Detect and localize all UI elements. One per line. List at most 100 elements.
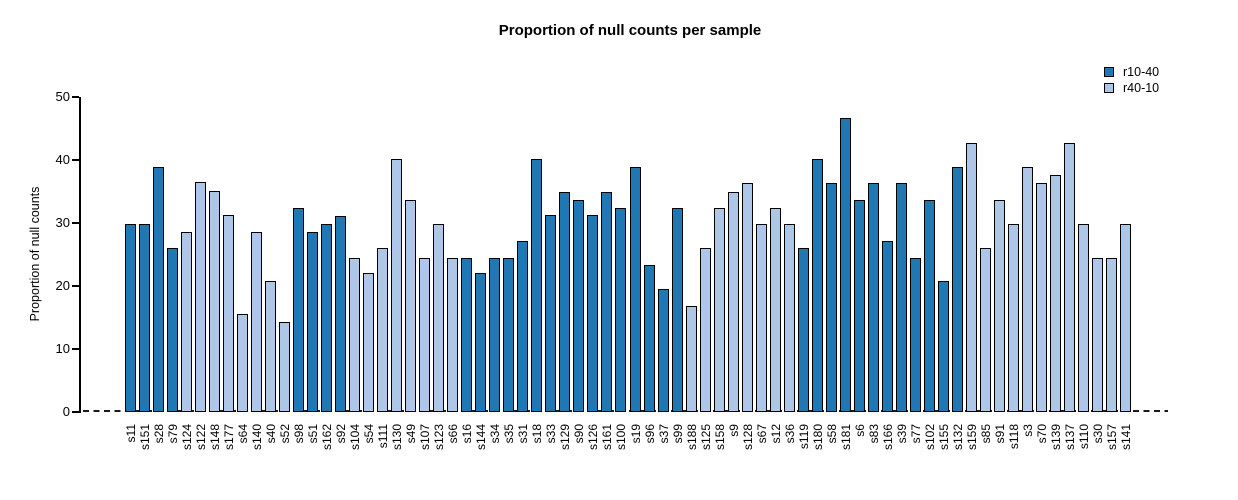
bar-s125 <box>700 248 711 412</box>
x-axis-label-s139: s139 <box>1048 424 1063 451</box>
x-axis-label-s129: s129 <box>557 424 572 451</box>
x-axis-label-s9: s9 <box>726 424 741 437</box>
x-axis-label-s37: s37 <box>656 424 671 444</box>
bar-s122 <box>195 182 206 412</box>
y-tick <box>72 348 79 350</box>
y-tick <box>72 96 79 98</box>
bar-s158 <box>714 208 725 412</box>
x-axis-label-s52: s52 <box>277 424 292 444</box>
y-tick-label: 30 <box>55 215 70 230</box>
x-axis-label-s51: s51 <box>305 424 320 444</box>
bar-s129 <box>559 192 570 412</box>
x-axis-label-s70: s70 <box>1034 424 1049 444</box>
y-tick <box>72 411 79 413</box>
y-tick-label: 20 <box>55 278 70 293</box>
x-axis-label-s66: s66 <box>445 424 460 444</box>
legend-swatch-r10-40 <box>1104 67 1114 77</box>
bar-s18 <box>531 159 542 412</box>
x-axis-label-s102: s102 <box>922 424 937 451</box>
x-axis-label-s6: s6 <box>852 424 867 437</box>
bar-s161 <box>601 192 612 412</box>
y-tick-label: 40 <box>55 152 70 167</box>
x-axis-label-s155: s155 <box>936 424 951 451</box>
bar-s166 <box>882 241 893 412</box>
x-axis-label-s49: s49 <box>403 424 418 444</box>
x-axis-label-s110: s110 <box>1076 424 1091 450</box>
bar-s110 <box>1078 224 1089 412</box>
bar-s64 <box>237 314 248 412</box>
x-axis-label-s79: s79 <box>165 424 180 444</box>
x-axis-label-s104: s104 <box>347 424 362 451</box>
legend-label-r10-40: r10-40 <box>1123 65 1160 79</box>
bar-s40 <box>265 281 276 412</box>
x-axis-label-s123: s123 <box>431 424 446 451</box>
bar-s77 <box>910 258 921 412</box>
x-axis-label-s31: s31 <box>515 424 530 444</box>
bar-s3 <box>1022 167 1033 412</box>
bar-s90 <box>573 200 584 412</box>
x-axis-label-s11: s11 <box>123 424 138 443</box>
bar-s139 <box>1050 175 1061 412</box>
x-axis-label-s122: s122 <box>193 424 208 451</box>
bar-s70 <box>1036 183 1047 412</box>
x-axis-label-s18: s18 <box>529 424 544 444</box>
bar-s52 <box>279 322 290 412</box>
bar-s126 <box>587 215 598 412</box>
x-axis-label-s36: s36 <box>782 424 797 444</box>
bar-s159 <box>966 143 977 412</box>
y-axis-line <box>79 97 81 413</box>
bar-s118 <box>1008 224 1019 412</box>
bar-s36 <box>784 224 795 412</box>
bar-s34 <box>489 258 500 412</box>
x-axis-label-s124: s124 <box>179 424 194 451</box>
x-axis-label-s125: s125 <box>698 424 713 451</box>
x-axis-label-s99: s99 <box>670 424 685 444</box>
bar-s6 <box>854 200 865 412</box>
bar-s39 <box>896 183 907 412</box>
x-axis-label-s140: s140 <box>249 424 264 451</box>
bar-s79 <box>167 248 178 412</box>
x-axis-label-s148: s148 <box>207 424 222 451</box>
bar-s102 <box>924 200 935 412</box>
bar-s180 <box>812 159 823 412</box>
bar-s148 <box>209 191 220 412</box>
bar-s140 <box>251 232 262 412</box>
x-axis-label-s85: s85 <box>978 424 993 444</box>
x-axis-label-s166: s166 <box>880 424 895 451</box>
legend-row-r40-10: r40-10 <box>1104 80 1159 96</box>
x-axis-label-s188: s188 <box>684 424 699 451</box>
x-axis-label-s12: s12 <box>768 424 783 444</box>
bar-s12 <box>770 208 781 412</box>
bar-s99 <box>672 208 683 412</box>
bar-s58 <box>826 183 837 412</box>
bar-s16 <box>461 258 472 412</box>
x-axis-label-s130: s130 <box>389 424 404 451</box>
bar-s49 <box>405 200 416 412</box>
bar-s28 <box>153 167 164 412</box>
bar-s85 <box>980 248 991 412</box>
x-axis-label-s39: s39 <box>894 424 909 444</box>
y-tick-label: 10 <box>55 341 70 356</box>
bar-s188 <box>686 306 697 412</box>
y-tick-label: 0 <box>62 404 70 419</box>
bar-s67 <box>756 224 767 412</box>
bar-s104 <box>349 258 360 412</box>
x-axis-label-s64: s64 <box>235 424 250 444</box>
bar-s100 <box>615 208 626 412</box>
bar-s119 <box>798 248 809 412</box>
x-axis-label-s162: s162 <box>319 424 334 451</box>
bar-s181 <box>840 118 851 412</box>
x-axis-label-s77: s77 <box>908 424 923 444</box>
bar-s66 <box>447 258 458 412</box>
bar-s151 <box>139 224 150 412</box>
x-axis-label-s67: s67 <box>754 424 769 444</box>
x-axis-label-s3: s3 <box>1020 424 1035 437</box>
x-axis-label-s28: s28 <box>151 424 166 444</box>
x-axis-label-s181: s181 <box>838 424 853 451</box>
bar-s128 <box>742 183 753 412</box>
x-axis-label-s90: s90 <box>571 424 586 444</box>
bar-s92 <box>335 216 346 412</box>
x-axis-label-s159: s159 <box>964 424 979 451</box>
x-axis-label-s100: s100 <box>613 424 628 451</box>
